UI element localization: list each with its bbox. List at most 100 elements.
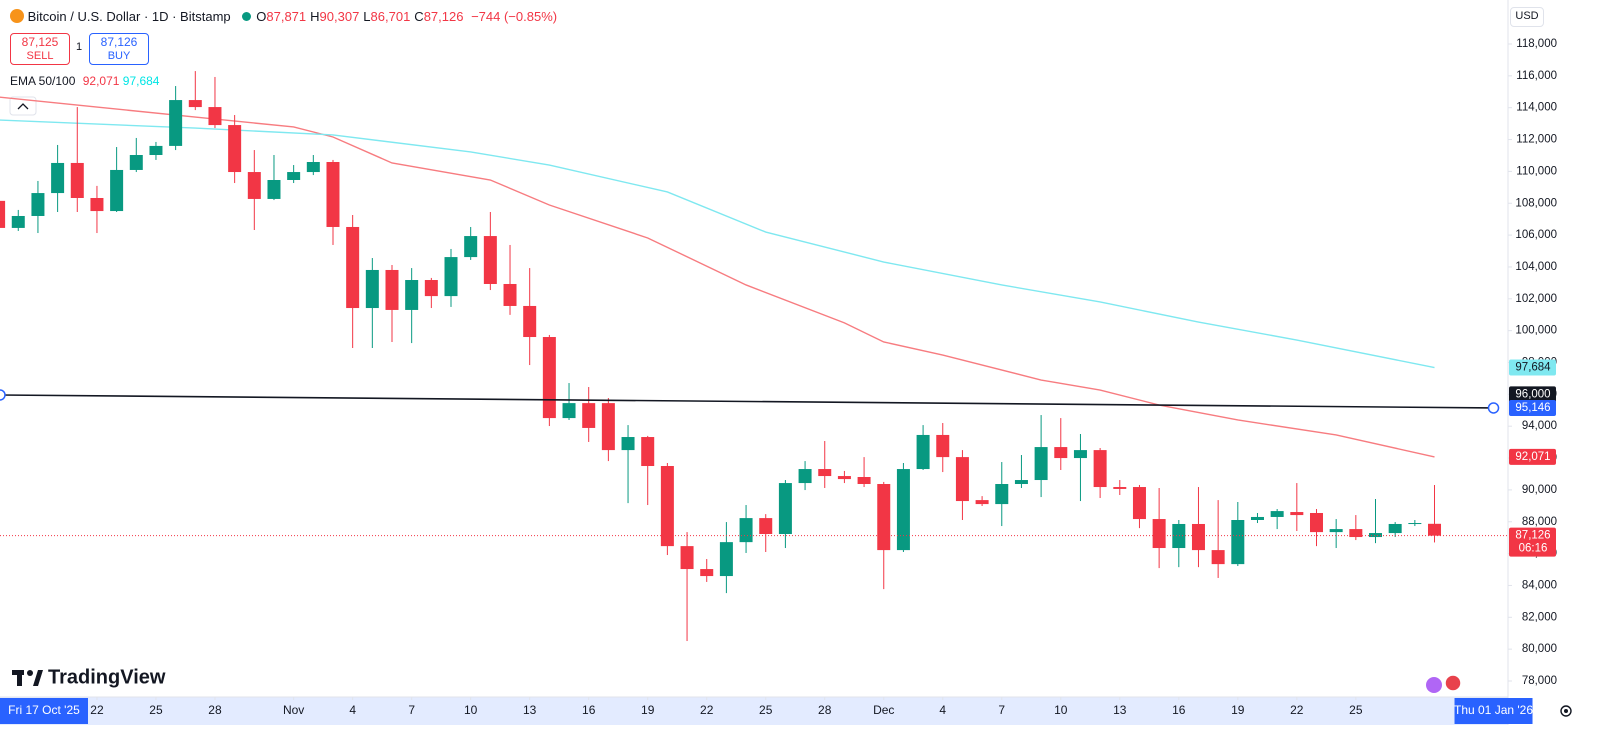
x-tick-label: 4 bbox=[939, 703, 946, 717]
candle-body bbox=[1428, 523, 1442, 536]
x-tick-label: Dec bbox=[873, 703, 894, 717]
y-tick-label: 118,000 bbox=[1516, 38, 1557, 50]
currency-button[interactable]: USD bbox=[1510, 7, 1544, 27]
candle-body bbox=[1388, 523, 1402, 534]
candle-body bbox=[188, 100, 202, 108]
candle-body bbox=[267, 179, 281, 199]
candle-body bbox=[306, 162, 320, 173]
x-tick-label: 16 bbox=[1172, 703, 1186, 717]
y-tick-label: 114,000 bbox=[1516, 102, 1557, 114]
change: −744 (−0.85%) bbox=[471, 9, 558, 24]
first-date-label-bg bbox=[0, 698, 88, 724]
x-tick-label: 25 bbox=[149, 703, 163, 717]
crosshair-price-label-bg bbox=[1509, 386, 1556, 403]
buy-label: BUY bbox=[107, 50, 131, 62]
candle-body bbox=[326, 162, 340, 227]
candle-body bbox=[916, 434, 930, 470]
candle-body bbox=[1113, 487, 1127, 489]
candle-body bbox=[818, 469, 832, 477]
bitcoin-icon bbox=[10, 9, 24, 23]
candle-body bbox=[405, 280, 419, 310]
x-tick-label: 25 bbox=[759, 703, 773, 717]
event-icons bbox=[1426, 674, 1462, 693]
candle-body bbox=[228, 125, 242, 173]
candle-body bbox=[385, 269, 399, 310]
candle-body bbox=[1093, 450, 1107, 488]
candle-body bbox=[208, 107, 222, 126]
legend-line: Bitcoin / U.S. Dollar · 1D · Bitstamp O8… bbox=[10, 9, 557, 24]
candle-body bbox=[11, 215, 25, 228]
last-price-bg bbox=[1509, 527, 1556, 557]
x-tick-label: 22 bbox=[1290, 703, 1304, 717]
candle-body bbox=[1349, 529, 1363, 538]
sell-button[interactable]: 87,125 SELL bbox=[10, 33, 70, 65]
candle-body bbox=[346, 226, 360, 309]
candle-body bbox=[955, 457, 969, 502]
candle-body bbox=[542, 337, 556, 419]
candle-body bbox=[995, 484, 1009, 505]
candle-body bbox=[719, 542, 733, 577]
ema50-value: 92,071 bbox=[82, 74, 120, 88]
countdown: 06:16 bbox=[1519, 543, 1548, 555]
trend-price-label-text: 95,146 bbox=[1515, 402, 1550, 414]
x-tick-label: 28 bbox=[818, 703, 832, 717]
candle-body bbox=[837, 476, 851, 480]
y-tick-label: 80,000 bbox=[1522, 643, 1557, 655]
ohlc-key: L bbox=[363, 9, 371, 24]
x-tick-label: 4 bbox=[349, 703, 356, 717]
candle-body bbox=[287, 172, 301, 180]
candle-body bbox=[483, 236, 497, 284]
crosshair-date-label-text: Thu 01 Jan '26 bbox=[1454, 703, 1533, 717]
candle-body bbox=[936, 434, 950, 458]
x-tick-label: 7 bbox=[408, 703, 415, 717]
spread: 1 bbox=[76, 41, 83, 53]
collapse-button[interactable] bbox=[9, 96, 37, 116]
ema100-price-label: 97,684 bbox=[1509, 359, 1556, 376]
candle-body bbox=[247, 172, 261, 199]
candle-body bbox=[1270, 511, 1284, 517]
candle-body bbox=[1369, 533, 1382, 538]
candle-body bbox=[1250, 516, 1264, 520]
candle-body bbox=[110, 169, 124, 212]
y-tick-label: 104,000 bbox=[1515, 261, 1557, 273]
trend-price-label-bg bbox=[1509, 399, 1556, 416]
trend-handle bbox=[0, 389, 6, 401]
candle-body bbox=[523, 305, 537, 338]
ohlc-value: 87,871 bbox=[266, 9, 307, 24]
y-tick-label: 116,000 bbox=[1516, 70, 1557, 82]
indicator-legend: EMA 50/100 92,071 97,684 bbox=[10, 74, 159, 88]
x-tick-label: 28 bbox=[208, 703, 222, 717]
candle-body bbox=[759, 518, 773, 535]
candle-body bbox=[621, 437, 635, 451]
candle-body bbox=[975, 500, 989, 505]
buy-button[interactable]: 87,126 BUY bbox=[89, 33, 149, 65]
ohlc-key: O bbox=[256, 9, 267, 24]
sell-price: 87,125 bbox=[21, 35, 59, 49]
candle-body bbox=[700, 569, 714, 577]
y-tick-label: 78,000 bbox=[1522, 675, 1557, 687]
candle-body bbox=[1309, 512, 1323, 533]
last-price-text: 87,126 bbox=[1515, 530, 1550, 542]
candle-body bbox=[1073, 450, 1087, 459]
first-date-label: Fri 17 Oct '25 bbox=[0, 698, 88, 724]
crosshair-date-label-bg bbox=[1454, 698, 1533, 724]
candle-body bbox=[877, 484, 891, 551]
trend-handle bbox=[1487, 402, 1500, 414]
y-tick-label: 110,000 bbox=[1516, 165, 1557, 177]
candle-body bbox=[464, 236, 478, 258]
x-axis-band bbox=[0, 697, 1508, 725]
y-tick-label: 94,000 bbox=[1522, 420, 1557, 432]
x-tick-label: 19 bbox=[1231, 703, 1245, 717]
ema100-price-label-text: 97,684 bbox=[1515, 362, 1551, 374]
candle-body bbox=[582, 403, 596, 428]
candle-body bbox=[562, 403, 576, 419]
x-tick-label: 7 bbox=[998, 703, 1005, 717]
candle-body bbox=[1408, 523, 1422, 525]
ohlc: O87,871 H90,307 L86,701 C87,126 bbox=[256, 9, 467, 24]
settings-icon[interactable] bbox=[1560, 705, 1572, 717]
candle-body bbox=[1034, 447, 1048, 481]
y-tick-label: 84,000 bbox=[1522, 579, 1557, 591]
